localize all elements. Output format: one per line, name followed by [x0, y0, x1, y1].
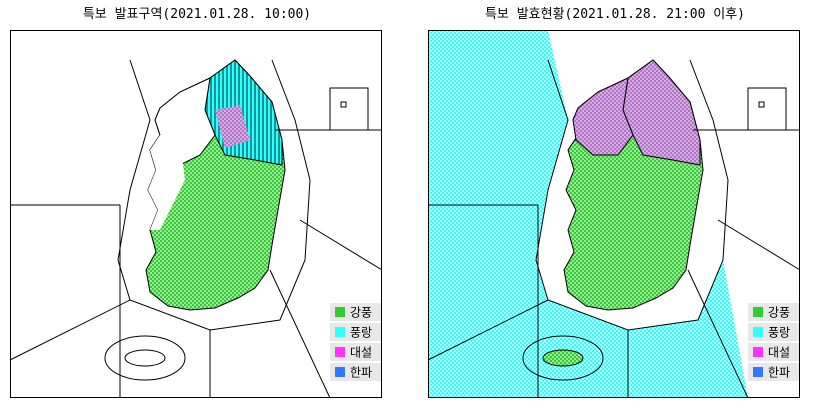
- map-panel: [9, 30, 383, 399]
- legend-swatch: [335, 367, 345, 377]
- legend-swatch: [753, 307, 763, 317]
- legend-label: 대설: [768, 346, 790, 360]
- legend-label: 강풍: [350, 306, 372, 320]
- legend-swatch: [753, 347, 763, 357]
- legend-label: 한파: [350, 366, 372, 380]
- legend-swatch: [753, 367, 763, 377]
- legend-label: 한파: [768, 366, 790, 380]
- legend-swatch: [335, 347, 345, 357]
- legend-label: 강풍: [768, 306, 790, 320]
- legend-label: 풍랑: [768, 326, 790, 340]
- panel-title: 특보 발효현황(2021.01.28. 21:00 이후): [485, 7, 745, 22]
- legend-swatch: [335, 327, 345, 337]
- legend-swatch: [335, 307, 345, 317]
- panel-title: 특보 발표구역(2021.01.28. 10:00): [83, 7, 311, 22]
- legend-label: 풍랑: [350, 326, 372, 340]
- map-panel: [427, 30, 801, 399]
- legend-swatch: [753, 327, 763, 337]
- legend-label: 대설: [350, 346, 372, 360]
